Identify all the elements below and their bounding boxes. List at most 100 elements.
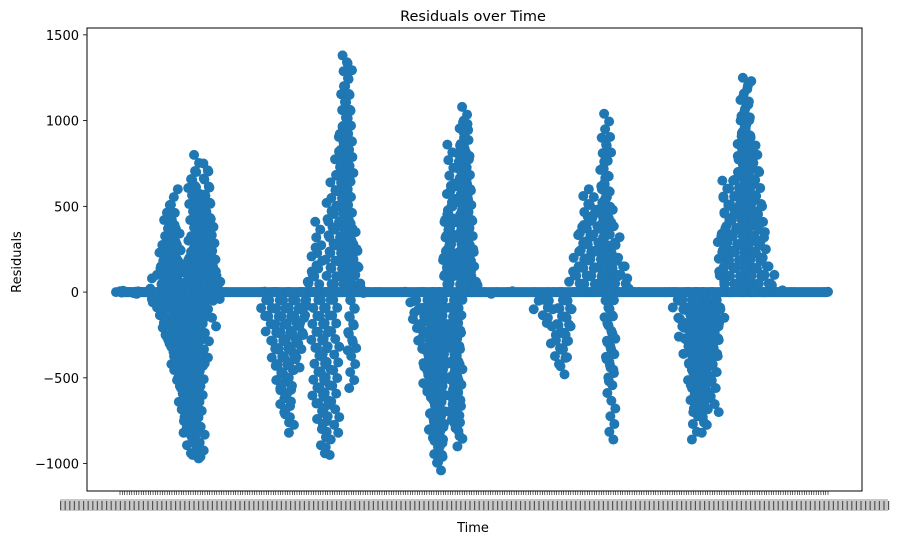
scatter-point xyxy=(549,351,560,362)
scatter-point xyxy=(628,287,639,298)
scatter-point xyxy=(348,319,359,330)
scatter-point xyxy=(604,356,615,367)
scatter-point xyxy=(187,365,198,376)
x-tick-label xyxy=(446,501,448,510)
x-tick-label xyxy=(745,501,747,510)
scatter-point xyxy=(303,278,314,289)
x-tick-label xyxy=(501,501,503,510)
scatter-point xyxy=(313,326,324,337)
scatter-point xyxy=(174,294,185,305)
scatter-point xyxy=(171,269,182,280)
scatter-point xyxy=(605,411,616,422)
scatter-point xyxy=(750,140,761,151)
scatter-point xyxy=(732,279,743,290)
x-tick-label xyxy=(354,501,356,510)
scatter-point xyxy=(326,263,337,274)
scatter-point xyxy=(314,279,325,290)
x-tick-label xyxy=(313,501,315,510)
x-tick-label xyxy=(262,501,264,510)
scatter-point xyxy=(610,240,621,251)
x-tick-label xyxy=(676,501,678,510)
scatter-point xyxy=(454,410,465,421)
scatter-point xyxy=(744,115,755,126)
scatter-point xyxy=(208,221,219,232)
x-tick-label xyxy=(179,501,181,510)
x-tick-label xyxy=(257,501,259,510)
scatter-point xyxy=(300,310,311,321)
scatter-point xyxy=(507,286,518,297)
x-tick-label xyxy=(64,501,66,510)
scatter-point xyxy=(285,396,296,407)
x-tick-label xyxy=(520,501,522,510)
scatter-point xyxy=(330,224,341,235)
scatter-point xyxy=(343,160,354,171)
x-tick-label xyxy=(589,501,591,510)
x-tick-label xyxy=(561,501,563,510)
scatter-point xyxy=(557,287,568,298)
scatter-point xyxy=(271,303,282,314)
x-tick-label xyxy=(704,501,706,510)
scatter-point xyxy=(581,223,592,234)
scatter-point xyxy=(194,437,205,448)
scatter-point xyxy=(607,263,618,274)
scatter-point xyxy=(201,221,212,232)
scatter-point xyxy=(328,365,339,376)
scatter-point xyxy=(609,349,620,360)
scatter-point xyxy=(346,351,357,362)
x-tick-label xyxy=(290,501,292,510)
scatter-point xyxy=(553,320,564,331)
scatter-point xyxy=(287,328,298,339)
scatter-point xyxy=(717,175,728,186)
y-axis-ticks: 1500 1000 500 0 −500 −1000 xyxy=(35,29,87,473)
scatter-point xyxy=(604,426,615,437)
scatter-point xyxy=(174,244,185,255)
scatter-point xyxy=(740,279,751,290)
x-tick-label xyxy=(796,501,798,510)
x-tick-label xyxy=(713,501,715,510)
scatter-point xyxy=(280,404,291,415)
scatter-point xyxy=(724,183,735,194)
scatter-point xyxy=(289,311,300,322)
scatter-point xyxy=(468,244,479,255)
scatter-point xyxy=(457,101,468,112)
scatter-point xyxy=(459,231,470,242)
scatter-point xyxy=(344,278,355,289)
x-tick-label xyxy=(161,501,163,510)
x-tick-label xyxy=(129,501,131,510)
scatter-point xyxy=(608,434,619,445)
scatter-point xyxy=(433,358,444,369)
scatter-point xyxy=(443,224,454,235)
scatter-point xyxy=(310,287,321,298)
scatter-point xyxy=(204,230,215,241)
scatter-point xyxy=(192,397,203,408)
x-tick-label xyxy=(322,501,324,510)
scatter-point xyxy=(321,426,332,437)
scatter-point xyxy=(338,152,349,163)
scatter-point xyxy=(726,287,737,298)
x-tick-label xyxy=(211,501,213,510)
x-tick-label xyxy=(73,501,75,510)
scatter-point xyxy=(310,216,321,227)
scatter-point xyxy=(434,414,445,425)
scatter-point xyxy=(739,263,750,274)
scatter-point xyxy=(416,318,427,329)
x-tick-label xyxy=(152,501,154,510)
scatter-point xyxy=(317,349,328,360)
x-tick-label xyxy=(405,501,407,510)
scatter-point xyxy=(725,271,736,282)
scatter-point xyxy=(345,120,356,131)
scatter-point xyxy=(323,216,334,227)
scatter-point xyxy=(565,321,576,332)
scatter-point xyxy=(339,96,350,107)
scatter-point xyxy=(748,287,759,298)
x-tick-label xyxy=(483,501,485,510)
scatter-point xyxy=(450,333,461,344)
y-tick-label: 500 xyxy=(54,200,79,215)
scatter-point xyxy=(600,194,611,205)
scatter-point xyxy=(330,404,341,415)
scatter-point xyxy=(702,404,713,415)
x-tick-label xyxy=(786,501,788,510)
x-tick-label xyxy=(285,501,287,510)
x-tick-label xyxy=(865,501,867,510)
